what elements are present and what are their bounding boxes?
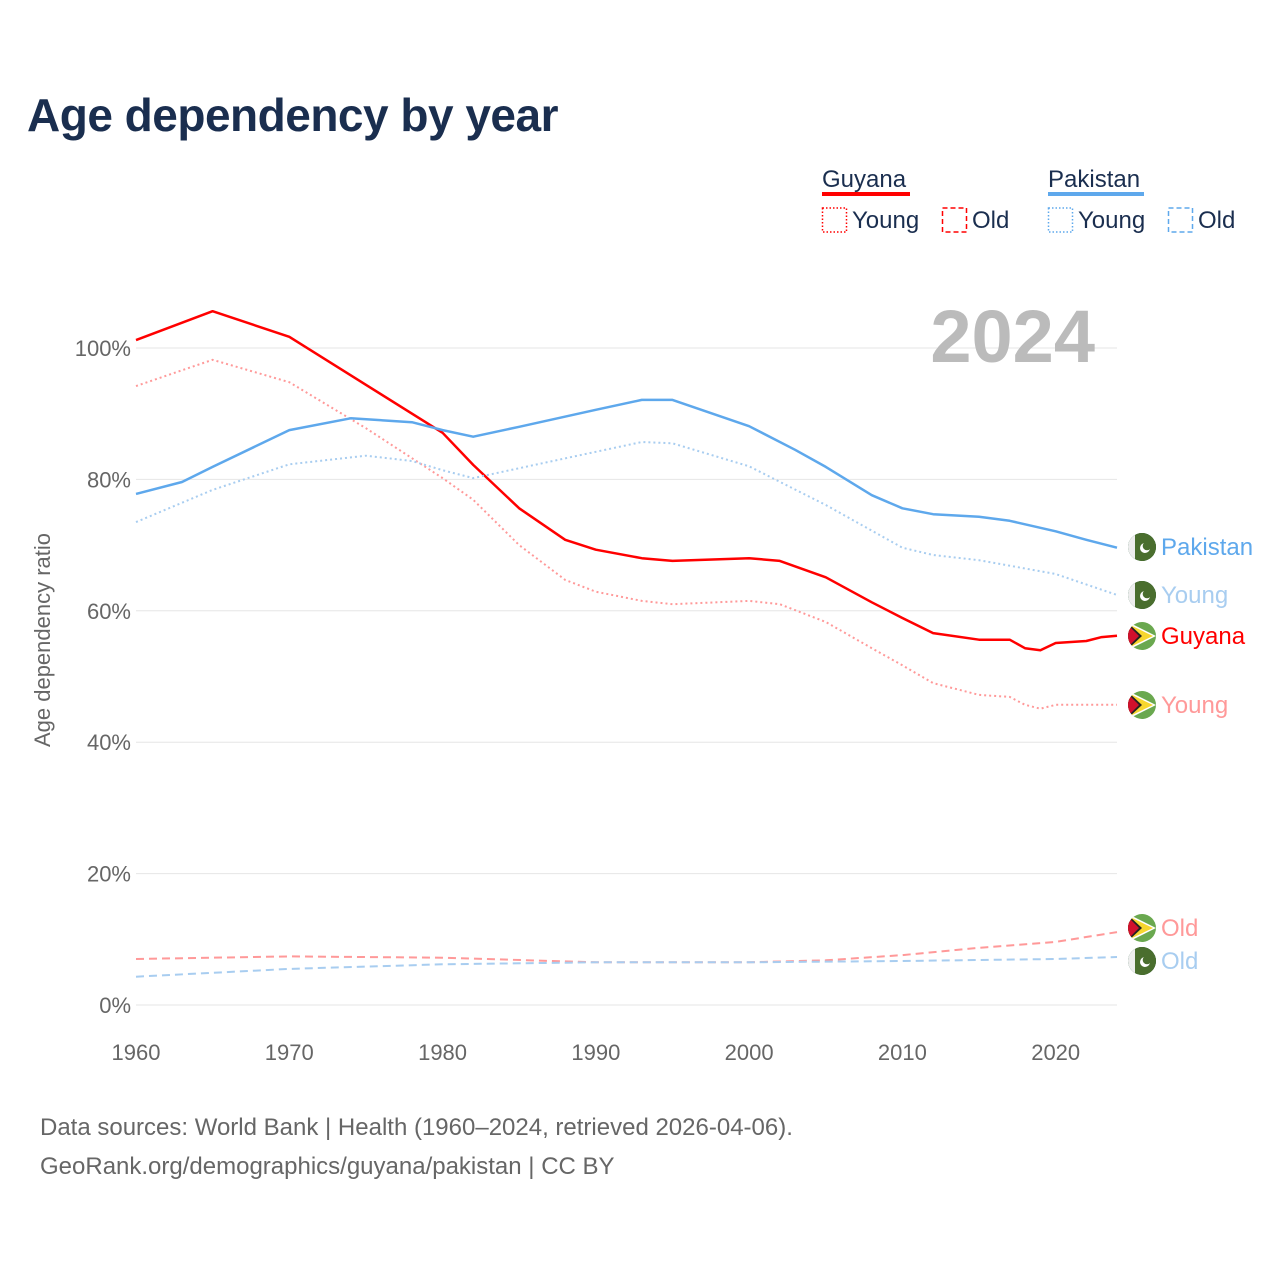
legend-group-title: Pakistan: [1048, 166, 1140, 193]
guyana-flag-icon: [1128, 914, 1156, 942]
legend-swatch-old-icon: [941, 207, 968, 233]
y-tick-label: 20%: [87, 862, 131, 887]
y-tick-label: 40%: [87, 730, 131, 755]
x-tick-label: 1960: [112, 1040, 161, 1065]
source-line-2: GeoRank.org/demographics/guyana/pakistan…: [40, 1153, 615, 1180]
series-line-pakistan-young: [135, 441, 1118, 596]
x-tick-label: 1990: [571, 1040, 620, 1065]
end-label: Pakistan: [1161, 534, 1253, 561]
x-tick-label: 2010: [878, 1040, 927, 1065]
end-label: Old: [1161, 915, 1198, 942]
y-tick-label: 80%: [87, 467, 131, 492]
end-label: Young: [1161, 692, 1228, 719]
legend-swatch-young-icon: [1047, 207, 1074, 233]
x-tick-label: 2000: [725, 1040, 774, 1065]
source-note: Data sources: World Bank | Health (1960–…: [40, 1108, 793, 1186]
y-tick-label: 60%: [87, 599, 131, 624]
y-tick-label: 100%: [75, 336, 131, 361]
series-line-guyana-old: [135, 931, 1118, 964]
end-label: Young: [1161, 582, 1228, 609]
year-label: 2024: [930, 295, 1095, 378]
end-label: Old: [1161, 948, 1198, 975]
end-label: Guyana: [1161, 623, 1246, 650]
pakistan-flag-icon: [1128, 947, 1156, 975]
y-tick-label: 0%: [99, 993, 131, 1018]
x-tick-label: 1980: [418, 1040, 467, 1065]
legend-item: Young: [1078, 207, 1145, 234]
legend-swatch-old-icon: [1167, 207, 1194, 233]
y-axis-label: Age dependency ratio: [30, 533, 55, 747]
series-line-guyana: [135, 309, 1118, 652]
series-line-guyana-young: [135, 358, 1117, 710]
legend-swatch-young-icon: [821, 207, 848, 233]
pakistan-flag-icon: [1128, 533, 1156, 561]
legend-item: Young: [852, 207, 919, 234]
series-line-pakistan-old: [135, 956, 1118, 978]
pakistan-flag-icon: [1128, 581, 1156, 609]
legend-item: Old: [972, 207, 1009, 234]
source-line-1: Data sources: World Bank | Health (1960–…: [40, 1114, 793, 1141]
chart-title: Age dependency by year: [27, 89, 558, 141]
x-tick-label: 1970: [265, 1040, 314, 1065]
legend-item: Old: [1198, 207, 1235, 234]
series-line-pakistan: [135, 398, 1118, 549]
guyana-flag-icon: [1128, 691, 1156, 719]
x-tick-label: 2020: [1031, 1040, 1080, 1065]
legend-group-title: Guyana: [822, 166, 907, 193]
guyana-flag-icon: [1128, 622, 1156, 650]
